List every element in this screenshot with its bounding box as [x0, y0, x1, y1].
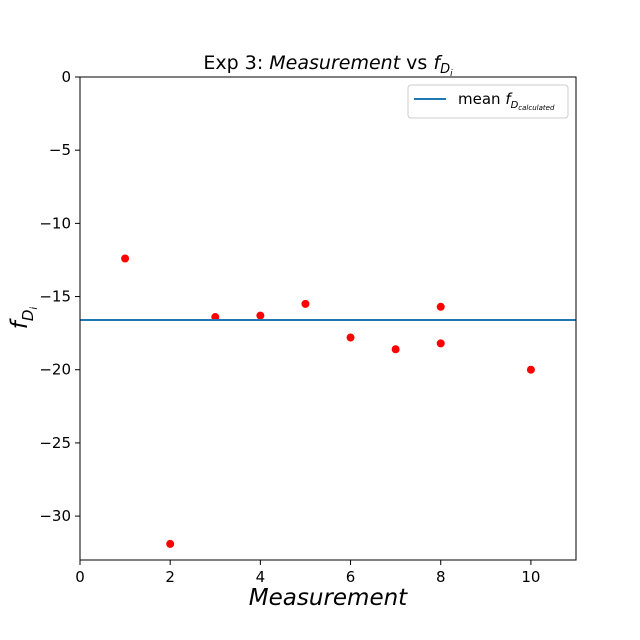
- y-tick-label: 0: [61, 68, 71, 86]
- scatter-point: [301, 299, 310, 308]
- scatter-point: [256, 311, 265, 320]
- y-tick-label: −25: [39, 434, 71, 452]
- y-tick-label: −20: [39, 361, 71, 379]
- scatter-point: [346, 333, 355, 342]
- x-tick-label: 2: [165, 568, 175, 586]
- plot-area: 0 2 4 6 8 10 0 −5 −10 −15 −20 −25 −30: [39, 68, 576, 586]
- x-tick-label: 0: [75, 568, 85, 586]
- scatter-point: [121, 254, 130, 263]
- scatter-point: [436, 302, 445, 311]
- x-tick-label: 8: [436, 568, 446, 586]
- scatter-point: [526, 365, 535, 374]
- scatter-point: [436, 339, 445, 348]
- axes-frame: [79, 76, 577, 561]
- x-axis-label: Measurement: [249, 585, 408, 611]
- scatter-point: [391, 345, 400, 354]
- x-tick-label: 4: [256, 568, 266, 586]
- x-tick-label: 6: [346, 568, 356, 586]
- scatter-point: [166, 539, 175, 548]
- legend-box: [407, 84, 569, 119]
- legend: mean fDcalculated: [407, 84, 569, 119]
- chart-title: Exp 3: Measurement vs fDi: [203, 52, 453, 79]
- y-axis-label: fDi: [7, 307, 40, 330]
- x-tick-label: 10: [521, 568, 540, 586]
- y-tick-label: −10: [39, 214, 71, 232]
- y-tick-label: −30: [39, 507, 71, 525]
- legend-label-mean: mean fDcalculated: [458, 90, 555, 112]
- y-tick-label: −5: [49, 141, 71, 159]
- y-tick-label: −15: [39, 288, 71, 306]
